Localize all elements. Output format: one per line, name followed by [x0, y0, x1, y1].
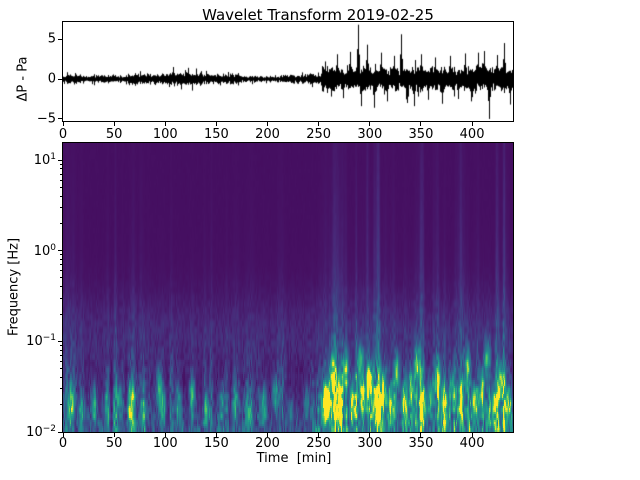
y-minor-tick: [60, 206, 62, 208]
y-minor-tick: [60, 195, 62, 197]
y-tick-label: 101: [33, 151, 56, 169]
y-tick-label: 10−2: [26, 423, 56, 441]
y-tick: [58, 250, 62, 252]
x-tick: [164, 122, 166, 126]
y-tick: [58, 340, 62, 342]
y-minor-tick: [60, 179, 62, 181]
x-tick-label: 300: [357, 436, 383, 451]
y-tick-label: 100: [33, 242, 56, 259]
y-minor-tick: [60, 163, 62, 165]
scalogram-canvas: [63, 143, 513, 432]
y-minor-tick: [60, 173, 62, 175]
x-tick: [215, 433, 217, 437]
x-tick-label: 200: [255, 127, 280, 142]
y-minor-tick: [60, 258, 62, 260]
y-minor-tick: [60, 277, 62, 279]
x-tick: [369, 122, 371, 126]
x-tick-label: 250: [306, 436, 332, 451]
x-tick: [318, 433, 320, 437]
waveform-canvas: [63, 22, 513, 121]
y-tick: [58, 78, 62, 80]
x-tick: [113, 433, 115, 437]
y-tick-label: 5: [47, 31, 56, 47]
y-tick: [58, 431, 62, 433]
y-minor-tick: [60, 360, 62, 362]
y-minor-tick: [60, 222, 62, 224]
x-tick: [369, 433, 371, 437]
x-tick-label: 50: [105, 436, 123, 451]
y-minor-tick: [60, 297, 62, 299]
y-minor-tick: [60, 349, 62, 351]
y-tick: [58, 159, 62, 161]
x-tick: [215, 122, 217, 126]
x-tick-label: 200: [255, 436, 280, 451]
waveform-axes: [62, 21, 514, 122]
x-tick: [164, 433, 166, 437]
x-tick: [62, 433, 64, 437]
y-minor-tick: [60, 344, 62, 346]
x-tick: [113, 122, 115, 126]
y-minor-tick: [60, 376, 62, 378]
x-tick-label: 400: [459, 127, 485, 142]
y-minor-tick: [60, 354, 62, 356]
x-tick: [267, 433, 269, 437]
y-minor-tick: [60, 186, 62, 188]
x-tick-label: 250: [306, 127, 332, 142]
x-tick-label: 300: [357, 127, 383, 142]
y-minor-tick: [60, 168, 62, 170]
x-tick-label: 150: [203, 436, 229, 451]
y-minor-tick: [60, 313, 62, 315]
x-tick-label: 400: [459, 436, 485, 451]
time-xlabel: Time [min]: [256, 451, 332, 466]
waveform-ylabel: ΔP - Pa: [15, 56, 31, 102]
x-tick-label: 50: [105, 127, 123, 142]
scalogram-axes: [62, 142, 514, 433]
x-tick-label: 350: [408, 436, 434, 451]
y-minor-tick: [60, 264, 62, 266]
y-minor-tick: [60, 286, 62, 288]
x-tick: [420, 122, 422, 126]
y-tick-label: 10−1: [26, 333, 56, 350]
x-tick: [471, 433, 473, 437]
x-tick: [62, 122, 64, 126]
x-tick-label: 100: [152, 127, 178, 142]
x-tick-label: 350: [408, 127, 434, 142]
y-tick: [58, 38, 62, 40]
x-tick: [420, 433, 422, 437]
x-tick-label: 0: [58, 436, 68, 451]
y-tick-label: −5: [36, 111, 56, 127]
x-tick: [318, 122, 320, 126]
y-minor-tick: [60, 270, 62, 272]
chart-title: Wavelet Transform 2019-02-25: [202, 6, 434, 24]
y-minor-tick: [60, 254, 62, 256]
x-tick: [471, 122, 473, 126]
y-tick-label: 0: [47, 71, 56, 87]
x-tick-label: 150: [203, 127, 229, 142]
x-tick-label: 0: [58, 127, 68, 142]
scalogram-ylabel: Frequency [Hz]: [6, 237, 22, 337]
y-minor-tick: [60, 388, 62, 390]
y-tick: [58, 118, 62, 120]
y-minor-tick: [60, 404, 62, 406]
x-tick: [267, 122, 269, 126]
x-tick-label: 100: [152, 436, 178, 451]
y-minor-tick: [60, 368, 62, 370]
